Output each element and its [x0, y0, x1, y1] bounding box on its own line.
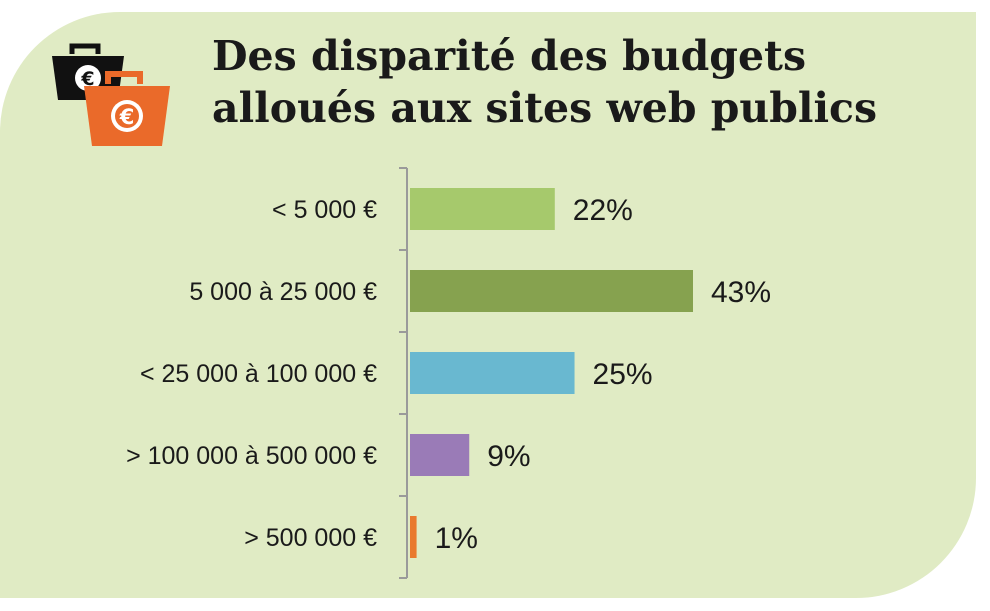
category-label: > 100 000 à 500 000 € [126, 442, 377, 470]
value-label: 25% [593, 358, 653, 391]
chart-title-line-2: alloués aux sites web publics [212, 84, 878, 132]
chart-title-line-1: Des disparité des budgets [212, 32, 807, 80]
chart-title: Des disparité des budgets alloués aux si… [212, 30, 952, 134]
bar [410, 188, 555, 230]
euro-shopping-bags-icon: € € [48, 42, 176, 150]
value-label: 43% [711, 276, 771, 309]
bar [410, 352, 575, 394]
category-label: 5 000 à 25 000 € [189, 278, 377, 306]
value-label: 22% [573, 194, 633, 227]
bar [410, 434, 470, 476]
category-label: < 25 000 à 100 000 € [140, 360, 377, 388]
svg-text:€: € [119, 105, 135, 129]
value-label: 1% [435, 522, 478, 555]
bar [410, 516, 417, 558]
category-label: > 500 000 € [244, 524, 377, 552]
category-label: < 5 000 € [272, 196, 377, 224]
svg-text:€: € [80, 68, 94, 90]
bar [410, 270, 693, 312]
value-label: 9% [487, 440, 530, 473]
